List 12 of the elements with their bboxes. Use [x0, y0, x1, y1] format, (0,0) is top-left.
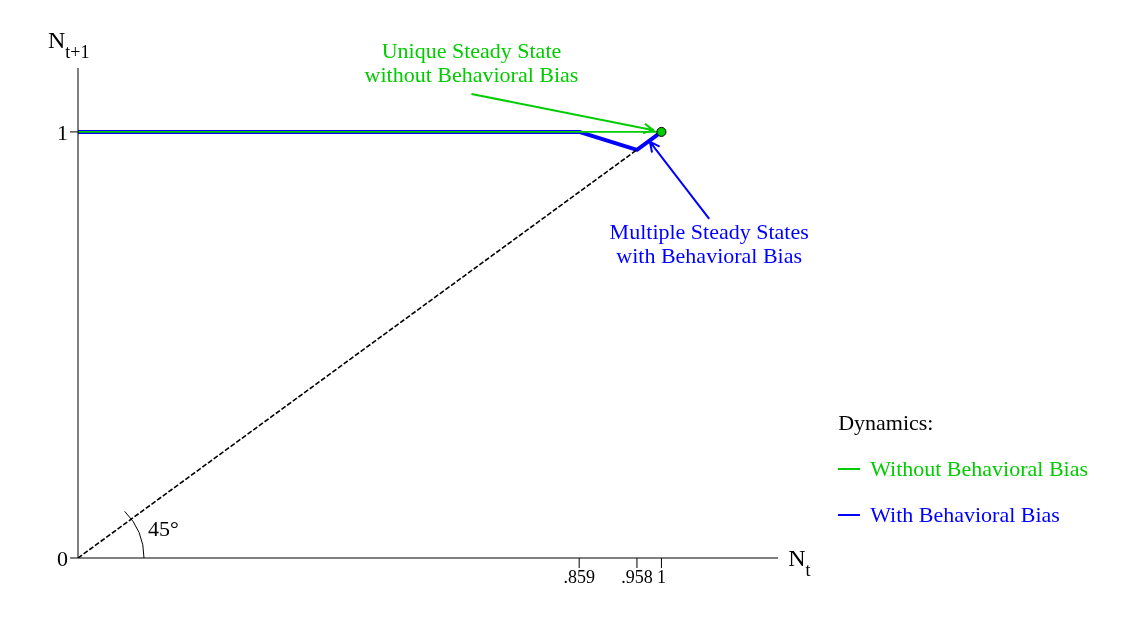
x-tick-label: .859 — [563, 566, 595, 587]
legend-title: Dynamics: — [838, 409, 935, 437]
y-tick-label: 0 — [57, 545, 68, 571]
annotation: Unique Steady State without Behavioral Bias — [364, 37, 579, 87]
annotation: Multiple Steady States with Behavioral Bias — [609, 218, 809, 268]
y-axis-title: N$_{t+1}$ — [48, 27, 90, 62]
x-tick-label: 1 — [656, 566, 666, 587]
legend-label: Without Behavioral Bias — [869, 455, 1088, 483]
x-axis-title: N$_{t}$ — [788, 545, 811, 580]
x-tick-label: .958 — [621, 566, 653, 587]
legend-label: With Behavioral Bias — [869, 501, 1061, 529]
annotation: 45° — [148, 516, 179, 541]
